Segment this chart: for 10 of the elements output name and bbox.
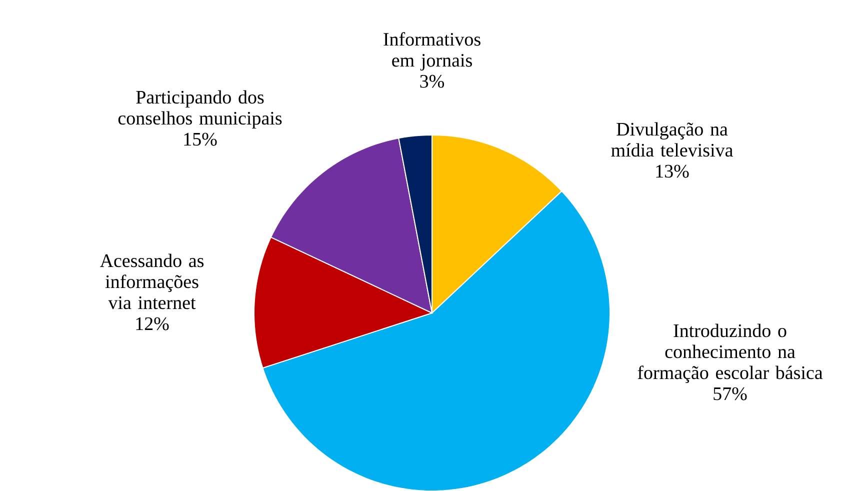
data-label: 12% <box>136 317 169 330</box>
data-label: 3% <box>420 74 444 88</box>
slice-label: Informativos em jornais <box>384 32 480 71</box>
data-label: 15% <box>184 132 217 146</box>
slice-label: Participando dos conselhos municipais <box>118 90 282 129</box>
data-label: 57% <box>714 387 747 400</box>
slice-label: Introduzindo o conhecimento na formação escolar básica <box>638 324 823 384</box>
data-label: 13% <box>656 164 689 178</box>
slice-label: Acessando as informações via internet <box>100 254 204 310</box>
slice-label: Divulgação na mídia televisiva <box>611 122 733 157</box>
